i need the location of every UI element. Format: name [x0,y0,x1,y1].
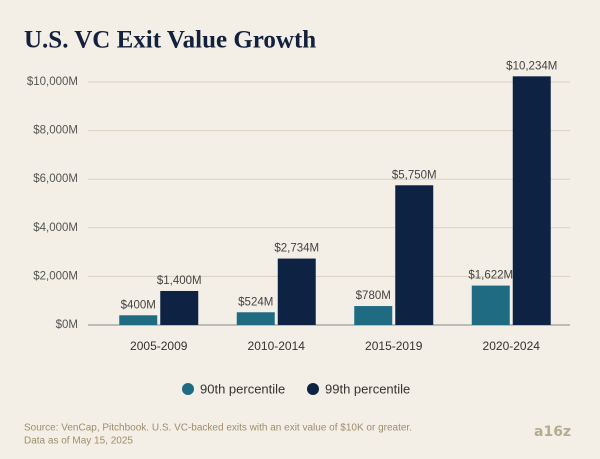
bar [236,312,275,325]
legend-label: 99th percentile [325,381,410,396]
source-line: Source: VenCap, Pitchbook. U.S. VC-backe… [24,423,412,434]
x-tick-label: 2015-2019 [365,339,423,353]
y-tick-label: $10,000M [27,76,78,88]
y-tick-label: $8,000M [33,125,78,137]
bar [354,306,393,325]
source-line: Data as of May 15, 2025 [24,436,133,447]
value-label: $5,750M [392,169,437,181]
value-label: $2,734M [274,243,319,255]
y-tick-label: $4,000M [33,222,78,234]
value-label: $780M [356,290,391,302]
bar [160,290,199,325]
bar [119,315,158,325]
logo: a16z [534,424,571,440]
legend-swatch [307,383,319,395]
value-label: $1,400M [157,275,202,287]
chart-title: U.S. VC Exit Value Growth [24,27,316,54]
bar [277,258,316,325]
x-tick-label: 2010-2014 [248,339,306,353]
value-label: $400M [121,299,156,311]
bar [471,285,510,325]
y-tick-label: $0M [56,319,78,331]
x-tick-label: 2005-2009 [130,339,188,353]
x-tick-label: 2020-2024 [483,339,541,353]
legend-swatch [182,383,194,395]
value-label: $10,234M [506,60,557,72]
value-label: $1,622M [468,270,513,282]
legend-label: 90th percentile [200,381,285,396]
y-tick-label: $2,000M [33,270,78,282]
bar [512,76,551,325]
bar [395,185,434,325]
y-tick-label: $6,000M [33,173,78,185]
value-label: $524M [238,296,273,308]
